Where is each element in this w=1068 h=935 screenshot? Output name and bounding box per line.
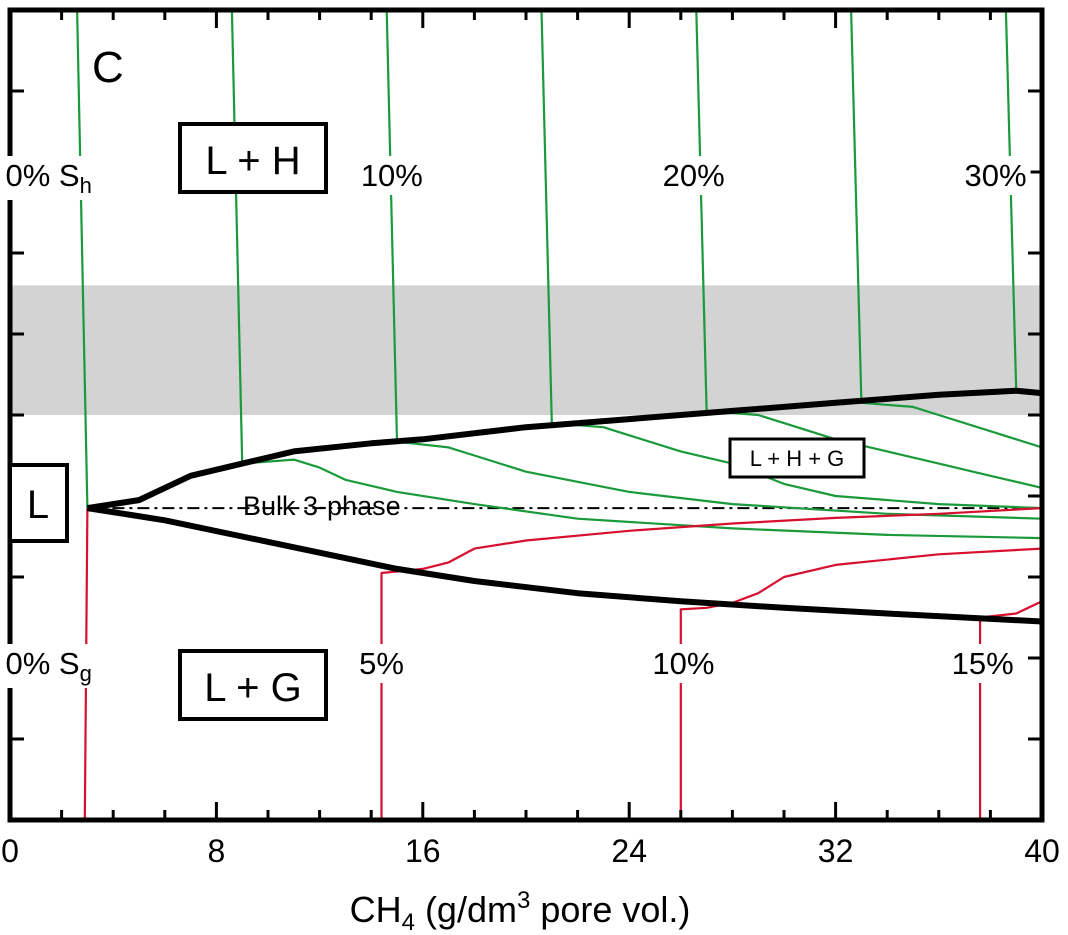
hydrate-saturation-label-0-bg — [1, 156, 96, 200]
region-box-lg: L + G — [178, 649, 328, 721]
x-tick-labels: 0 8 16 24 32 40 — [1, 833, 1060, 869]
region-label-lg: L + G — [204, 666, 301, 710]
hydrate-saturation-label-3-bg — [960, 156, 1031, 195]
x-axis-label-mid: (g/dm — [415, 889, 517, 930]
gas-saturation-label-0: 0% Sg — [1, 644, 96, 688]
hydrate-saturation-label-0-sub: h — [80, 173, 92, 198]
gas-isoline-2 — [679, 547, 1042, 820]
hydrate-isoline-3 — [540, 10, 1042, 510]
gas-saturation-label-3-bg — [947, 644, 1018, 683]
region-box-lh-frame — [178, 122, 328, 194]
hydrate-saturation-label-2-text: 20% — [663, 158, 725, 193]
x-tick-label: 8 — [208, 833, 226, 869]
x-tick-label: 32 — [818, 833, 854, 869]
hydrate-saturation-label-0-text: 0% Sh — [6, 158, 92, 198]
gas-saturation-label-3: 15% — [947, 644, 1018, 683]
saturation-labels: 0% Sh 10% 20% 30% 0% Sg 5% 10% 15% — [1, 156, 1031, 688]
hydrate-saturation-label-3-text: 30% — [965, 158, 1027, 193]
region-box-lhg: L + H + G — [728, 437, 866, 479]
region-label-l: L — [27, 483, 49, 527]
region-label-lhg: L + H + G — [750, 446, 845, 471]
hydrate-isoline-1 — [230, 10, 1042, 540]
gas-saturation-label-0-sub: g — [80, 661, 92, 686]
boundary-upper-curve — [86, 387, 1042, 512]
region-box-l: L — [8, 463, 69, 543]
x-axis-label: CH4 (g/dm3 pore vol.) — [350, 887, 691, 935]
hydrate-saturation-label-1: 10% — [356, 156, 427, 195]
shaded-band — [10, 285, 1042, 415]
region-box-lg-frame — [178, 649, 328, 721]
x-tick-label: 16 — [405, 833, 441, 869]
region-box-lhg-frame — [728, 437, 866, 479]
bulk-3-phase-label: Bulk 3-phase — [243, 491, 401, 521]
gas-saturation-label-2: 10% — [648, 644, 719, 683]
region-box-lh: L + H — [178, 122, 328, 194]
hydrate-saturation-label-3: 30% — [960, 156, 1031, 195]
gas-saturation-label-0-bg — [1, 644, 96, 688]
hydrate-saturation-label-1-text: 10% — [361, 158, 423, 193]
hydrate-isoline-2 — [385, 10, 1042, 520]
x-axis-label-sub: 4 — [402, 909, 415, 935]
gas-saturation-label-3-text: 15% — [952, 646, 1014, 681]
gas-saturation-label-1-bg — [355, 644, 408, 683]
region-label-lh: L + H — [205, 139, 300, 183]
x-tick-label: 0 — [1, 833, 19, 869]
gas-saturation-label-0-text: 0% Sg — [6, 646, 92, 686]
hydrate-isoline-5 — [850, 10, 1042, 449]
boundary-lower-curve — [86, 505, 1042, 625]
x-axis-label-sup: 3 — [517, 887, 530, 914]
hydrate-saturation-label-1-bg — [356, 156, 427, 195]
hydrate-saturation-label-0: 0% Sh — [1, 156, 96, 200]
region-box-l-frame — [8, 463, 69, 543]
hydrate-saturation-label-2: 20% — [658, 156, 729, 195]
x-tick-label: 40 — [1024, 833, 1060, 869]
hydrate-isoline-6 — [1004, 10, 1018, 391]
gas-saturation-label-2-bg — [648, 644, 719, 683]
hydrate-saturation-label-2-bg — [658, 156, 729, 195]
hydrate-isoline-4 — [695, 10, 1042, 489]
gas-saturation-label-1: 5% — [355, 644, 408, 683]
hydrate-isoline-0 — [76, 10, 89, 509]
panel-label: C — [92, 43, 124, 92]
gas-saturation-label-1-text: 5% — [359, 646, 404, 681]
gas-isoline-3 — [979, 600, 1042, 820]
x-axis-label-suffix: pore vol.) — [530, 889, 690, 930]
x-tick-label: 24 — [611, 833, 647, 869]
gas-saturation-label-2-text: 10% — [652, 646, 714, 681]
x-axis-label-prefix: CH — [350, 889, 402, 930]
